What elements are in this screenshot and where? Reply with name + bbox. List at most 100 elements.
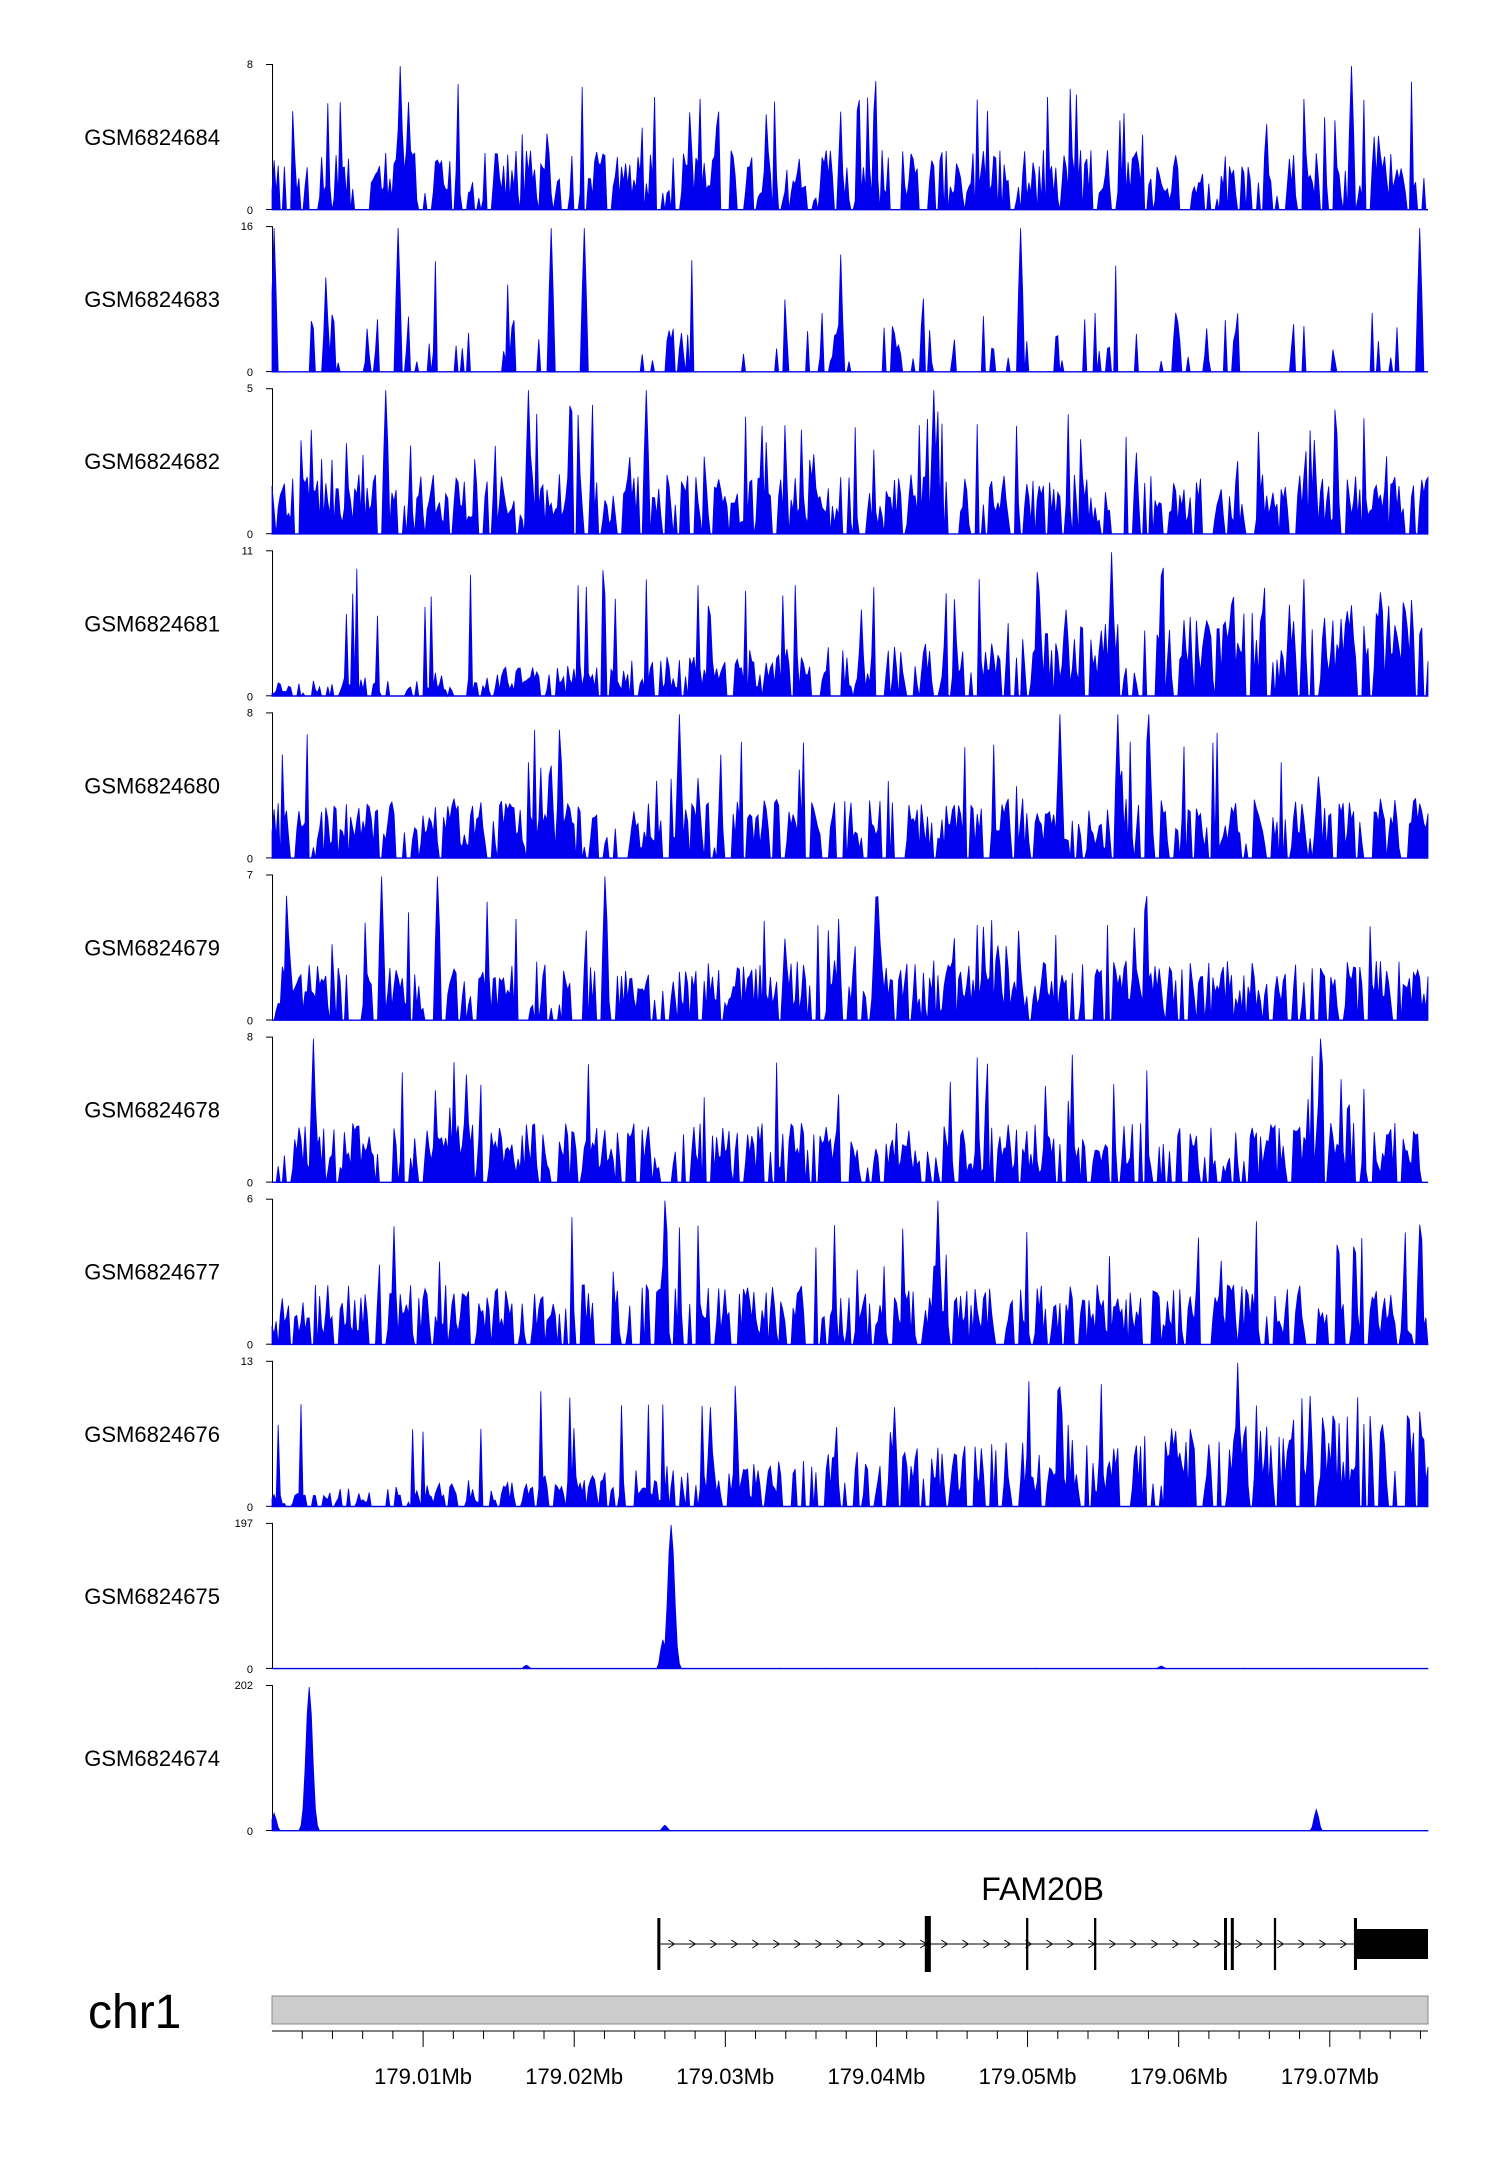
track-label: GSM6824675: [84, 1584, 220, 1609]
y-axis-max-label: 5: [247, 383, 253, 395]
strand-arrow: [941, 1939, 949, 1949]
strand-arrow: [1298, 1939, 1306, 1949]
chromosome-ideogram-bar: [271, 1995, 1429, 2025]
y-axis-min-label: 0: [247, 205, 253, 217]
y-axis-min-label: 0: [247, 1178, 253, 1190]
strand-arrow: [962, 1939, 970, 1949]
strand-arrow: [1172, 1939, 1180, 1949]
y-axis-max-label: 13: [241, 1356, 253, 1368]
gene-utr-block: [1356, 1929, 1428, 1959]
coverage-area: [271, 390, 1429, 535]
y-axis-min-label: 0: [247, 1016, 253, 1028]
coverage-area: [271, 714, 1429, 859]
strand-arrow: [1256, 1939, 1264, 1949]
gene-exon: [657, 1918, 661, 1970]
y-axis-max-label: 8: [247, 1032, 253, 1044]
track-GSM6824674: GSM6824674 202 0: [84, 1680, 1429, 1838]
strand-arrow: [1235, 1939, 1243, 1949]
track-GSM6824680: GSM6824680 8 0: [84, 707, 1429, 865]
track-GSM6824683: GSM6824683 16 0: [84, 221, 1428, 379]
strand-arrow: [878, 1939, 886, 1949]
track-label: GSM6824674: [84, 1746, 220, 1771]
strand-arrow: [710, 1939, 718, 1949]
coverage-area: [271, 228, 1428, 373]
gene-exon: [1094, 1918, 1097, 1970]
track-label: GSM6824683: [84, 287, 220, 312]
gene-exon: [1026, 1918, 1029, 1970]
y-axis-min-label: 0: [247, 691, 253, 703]
strand-arrow: [1067, 1939, 1075, 1949]
coverage-area: [271, 1686, 1429, 1832]
y-axis-min-label: 0: [247, 529, 253, 541]
gene-exon: [924, 1916, 931, 1972]
track-GSM6824684: GSM6824684 8 0: [84, 59, 1428, 217]
gene-exon: [1273, 1918, 1277, 1970]
x-axis-tick-label: 179.05Mb: [979, 2064, 1077, 2089]
x-axis-tick-label: 179.06Mb: [1130, 2064, 1228, 2089]
y-axis-max-label: 6: [247, 1194, 253, 1206]
strand-arrow: [1004, 1939, 1012, 1949]
track-GSM6824682: GSM6824682 5 0: [84, 383, 1429, 541]
strand-arrow: [836, 1939, 844, 1949]
y-axis-min-label: 0: [247, 1340, 253, 1352]
strand-arrow: [1193, 1939, 1201, 1949]
y-axis-max-label: 16: [241, 221, 253, 233]
gene-exon: [1224, 1918, 1228, 1970]
track-label: GSM6824676: [84, 1422, 220, 1447]
strand-arrow: [1109, 1939, 1117, 1949]
strand-arrow: [899, 1939, 907, 1949]
track-GSM6824679: GSM6824679 7 0: [84, 870, 1429, 1028]
y-axis-max-label: 7: [247, 870, 253, 882]
strand-arrow: [1319, 1939, 1327, 1949]
coverage-area: [271, 1524, 1429, 1670]
gene-exon: [1230, 1918, 1234, 1970]
track-label: GSM6824679: [84, 936, 220, 961]
track-label: GSM6824681: [84, 611, 220, 636]
x-axis-tick-label: 179.04Mb: [828, 2064, 926, 2089]
strand-arrow: [1151, 1939, 1159, 1949]
strand-arrow: [1130, 1939, 1138, 1949]
strand-arrow: [815, 1939, 823, 1949]
y-axis-max-label: 8: [247, 59, 253, 71]
gene-model-track: FAM20B: [657, 1871, 1428, 1972]
strand-arrow: [752, 1939, 760, 1949]
y-axis-min-label: 0: [247, 1664, 253, 1676]
strand-arrow: [1214, 1939, 1222, 1949]
y-axis-max-label: 197: [235, 1518, 253, 1530]
track-GSM6824678: GSM6824678 8 0: [84, 1032, 1428, 1190]
coverage-area: [271, 65, 1428, 211]
y-axis-min-label: 0: [247, 1502, 253, 1514]
coverage-area: [272, 1038, 1428, 1183]
track-label: GSM6824682: [84, 449, 220, 474]
strand-arrow: [689, 1939, 697, 1949]
strand-arrow: [1277, 1939, 1285, 1949]
coverage-area: [271, 552, 1429, 698]
coverage-area: [271, 1200, 1429, 1346]
coverage-area: [272, 876, 1429, 1021]
track-label: GSM6824684: [84, 125, 220, 150]
strand-arrow: [857, 1939, 865, 1949]
strand-arrow: [668, 1939, 676, 1949]
track-label: GSM6824680: [84, 773, 220, 798]
track-GSM6824677: GSM6824677 6 0: [84, 1194, 1429, 1352]
chromosome-label: chr1: [88, 1986, 181, 2039]
gene-name-label: FAM20B: [981, 1871, 1104, 1907]
track-label: GSM6824677: [84, 1260, 220, 1285]
y-axis-max-label: 202: [235, 1680, 253, 1692]
y-axis-max-label: 8: [247, 707, 253, 719]
coverage-area: [271, 1362, 1429, 1508]
strand-arrow: [773, 1939, 781, 1949]
genome-axis-track: chr1 179.01Mb 179.02Mb 179.03Mb 179.04Mb 179.…: [88, 1986, 1429, 2089]
strand-arrow: [794, 1939, 802, 1949]
x-axis-tick-label: 179.01Mb: [374, 2064, 472, 2089]
gene-exon: [1353, 1918, 1357, 1970]
track-GSM6824675: GSM6824675 197 0: [84, 1518, 1429, 1676]
track-GSM6824681: GSM6824681 11 0: [84, 545, 1429, 703]
strand-arrow: [983, 1939, 991, 1949]
track-label: GSM6824678: [84, 1098, 220, 1123]
y-axis-min-label: 0: [247, 853, 253, 865]
strand-arrow: [1046, 1939, 1054, 1949]
track-GSM6824676: GSM6824676 13 0: [84, 1356, 1429, 1514]
y-axis-min-label: 0: [247, 1826, 253, 1838]
